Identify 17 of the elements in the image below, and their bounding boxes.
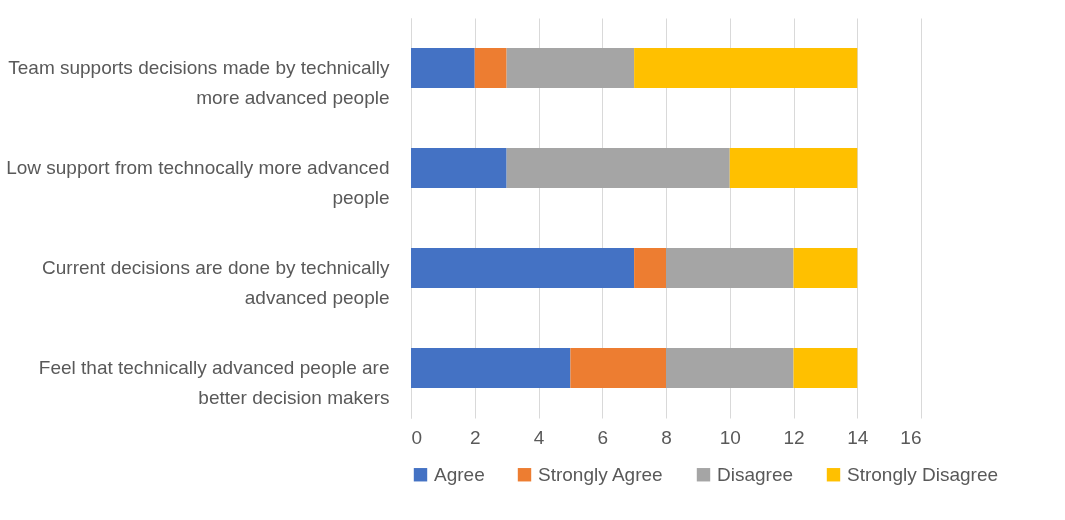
x-tick-label: 8 xyxy=(661,426,672,448)
x-tick-label: 6 xyxy=(597,426,609,448)
x-tick-label: 2 xyxy=(469,426,481,448)
x-tick-label: 10 xyxy=(719,426,741,448)
y-tick-label: Current decisions are done by technically advanced people xyxy=(42,257,390,308)
y-tick-label: Feel that technically advanced people are better decision makers xyxy=(38,357,390,408)
x-tick-label: 12 xyxy=(783,426,805,448)
x-tick-label: 4 xyxy=(533,426,545,448)
y-tick-label: Team supports decisions made by technically more advanced people xyxy=(8,57,390,108)
x-tick-label: 0 xyxy=(411,426,423,448)
x-tick-label: 14 xyxy=(847,426,869,448)
legend-label: Strongly Disagree xyxy=(847,463,999,485)
legend-label: Disagree xyxy=(717,463,794,485)
x-tick-label: 16 xyxy=(900,426,922,448)
legend-label: Strongly Agree xyxy=(538,463,663,485)
legend-label: Agree xyxy=(434,463,485,485)
y-tick-label: Low support from technocally more advanced people xyxy=(6,157,390,208)
